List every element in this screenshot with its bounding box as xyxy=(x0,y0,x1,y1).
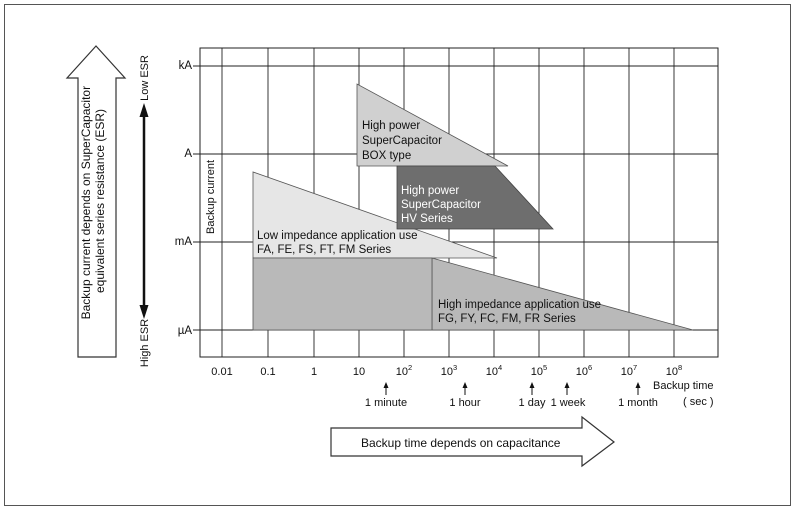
low-impedance-label-line1: Low impedance application use xyxy=(257,230,417,242)
x-tick-label: 103 xyxy=(441,363,457,378)
hv-series-label-line3: HV Series xyxy=(401,213,453,225)
marker-label: 1 day xyxy=(519,397,546,409)
marker-arrow-head xyxy=(383,382,389,388)
x-axis-label-line2: ( sec ) xyxy=(683,396,714,408)
x-axis-label-line1: Backup time xyxy=(653,380,714,392)
x-tick-label: 106 xyxy=(576,363,592,378)
box-type-label-line2: SuperCapacitor xyxy=(362,135,442,147)
y-tick-label: kA xyxy=(179,60,193,72)
y-axis-label: Backup current xyxy=(205,160,217,234)
y-tick-label: A xyxy=(184,148,192,160)
high-esr-label: High ESR xyxy=(139,319,151,367)
marker-label: 1 month xyxy=(618,397,658,409)
y-tick-labels: kA A mA µA xyxy=(175,60,193,337)
capacitance-hollow-arrow xyxy=(330,415,615,468)
marker-label: 1 week xyxy=(551,397,586,409)
x-tick-label: 0.01 xyxy=(211,366,232,378)
time-markers: 1 minute 1 hour 1 day 1 week 1 month xyxy=(365,382,658,409)
x-tick-labels: 0.01 0.1 1 10 102 103 104 105 106 107 108 xyxy=(211,363,682,378)
hv-series-region xyxy=(396,165,554,230)
esr-arrow-text-line1: Backup current depends on SuperCapacitor xyxy=(79,86,93,319)
box-type-label-line3: BOX type xyxy=(362,150,411,162)
high-impedance-label-line2: FG, FY, FC, FM, FR Series xyxy=(438,313,576,325)
marker-1-day: 1 day xyxy=(519,382,546,409)
esr-arrow-head-down xyxy=(139,305,149,319)
marker-arrow-head xyxy=(462,382,468,388)
x-tick-label: 104 xyxy=(486,363,502,378)
marker-arrow-head xyxy=(564,382,570,388)
box-type-label: High power SuperCapacitor BOX type xyxy=(362,120,445,162)
marker-1-hour: 1 hour xyxy=(449,382,481,409)
low-esr-label: Low ESR xyxy=(139,55,151,101)
x-axis-label: Backup time ( sec ) xyxy=(653,380,717,408)
y-tick-label: mA xyxy=(175,236,193,248)
hv-series-label: High power SuperCapacitor HV Series xyxy=(401,185,484,225)
x-tick-label: 108 xyxy=(666,363,682,378)
x-tick-label: 107 xyxy=(621,363,637,378)
regions xyxy=(252,83,694,331)
x-tick-label: 102 xyxy=(396,363,412,378)
hv-series-label-line2: SuperCapacitor xyxy=(401,199,481,211)
esr-arrow-text-line2: equivalent series resistance (ESR) xyxy=(93,109,107,293)
x-tick-label: 10 xyxy=(353,366,365,378)
marker-1-minute: 1 minute xyxy=(365,382,407,409)
marker-1-month: 1 month xyxy=(618,382,658,409)
low-impedance-label: Low impedance application use FA, FE, FS… xyxy=(257,230,421,256)
marker-1-week: 1 week xyxy=(551,382,586,409)
marker-arrow-head xyxy=(529,382,535,388)
x-tick-label: 0.1 xyxy=(260,366,275,378)
high-impedance-label: High impedance application use FG, FY, F… xyxy=(438,299,604,325)
low-impedance-label-line2: FA, FE, FS, FT, FM Series xyxy=(257,244,391,256)
x-tick-label: 105 xyxy=(531,363,547,378)
overlap-region xyxy=(252,257,433,331)
high-impedance-label-line1: High impedance application use xyxy=(438,299,601,311)
x-tick-label: 1 xyxy=(311,366,317,378)
hv-series-label-line1: High power xyxy=(401,185,459,197)
esr-arrow-head-up xyxy=(139,103,149,117)
box-type-label-line1: High power xyxy=(362,120,420,132)
esr-arrow-text: Backup current depends on SuperCapacitor… xyxy=(79,83,107,320)
esr-hollow-arrow xyxy=(65,45,127,358)
y-tick-label: µA xyxy=(178,325,193,337)
capacitance-arrow-text: Backup time depends on capacitance xyxy=(361,436,561,450)
marker-label: 1 hour xyxy=(449,397,481,409)
marker-arrow-head xyxy=(635,382,641,388)
marker-label: 1 minute xyxy=(365,397,407,409)
